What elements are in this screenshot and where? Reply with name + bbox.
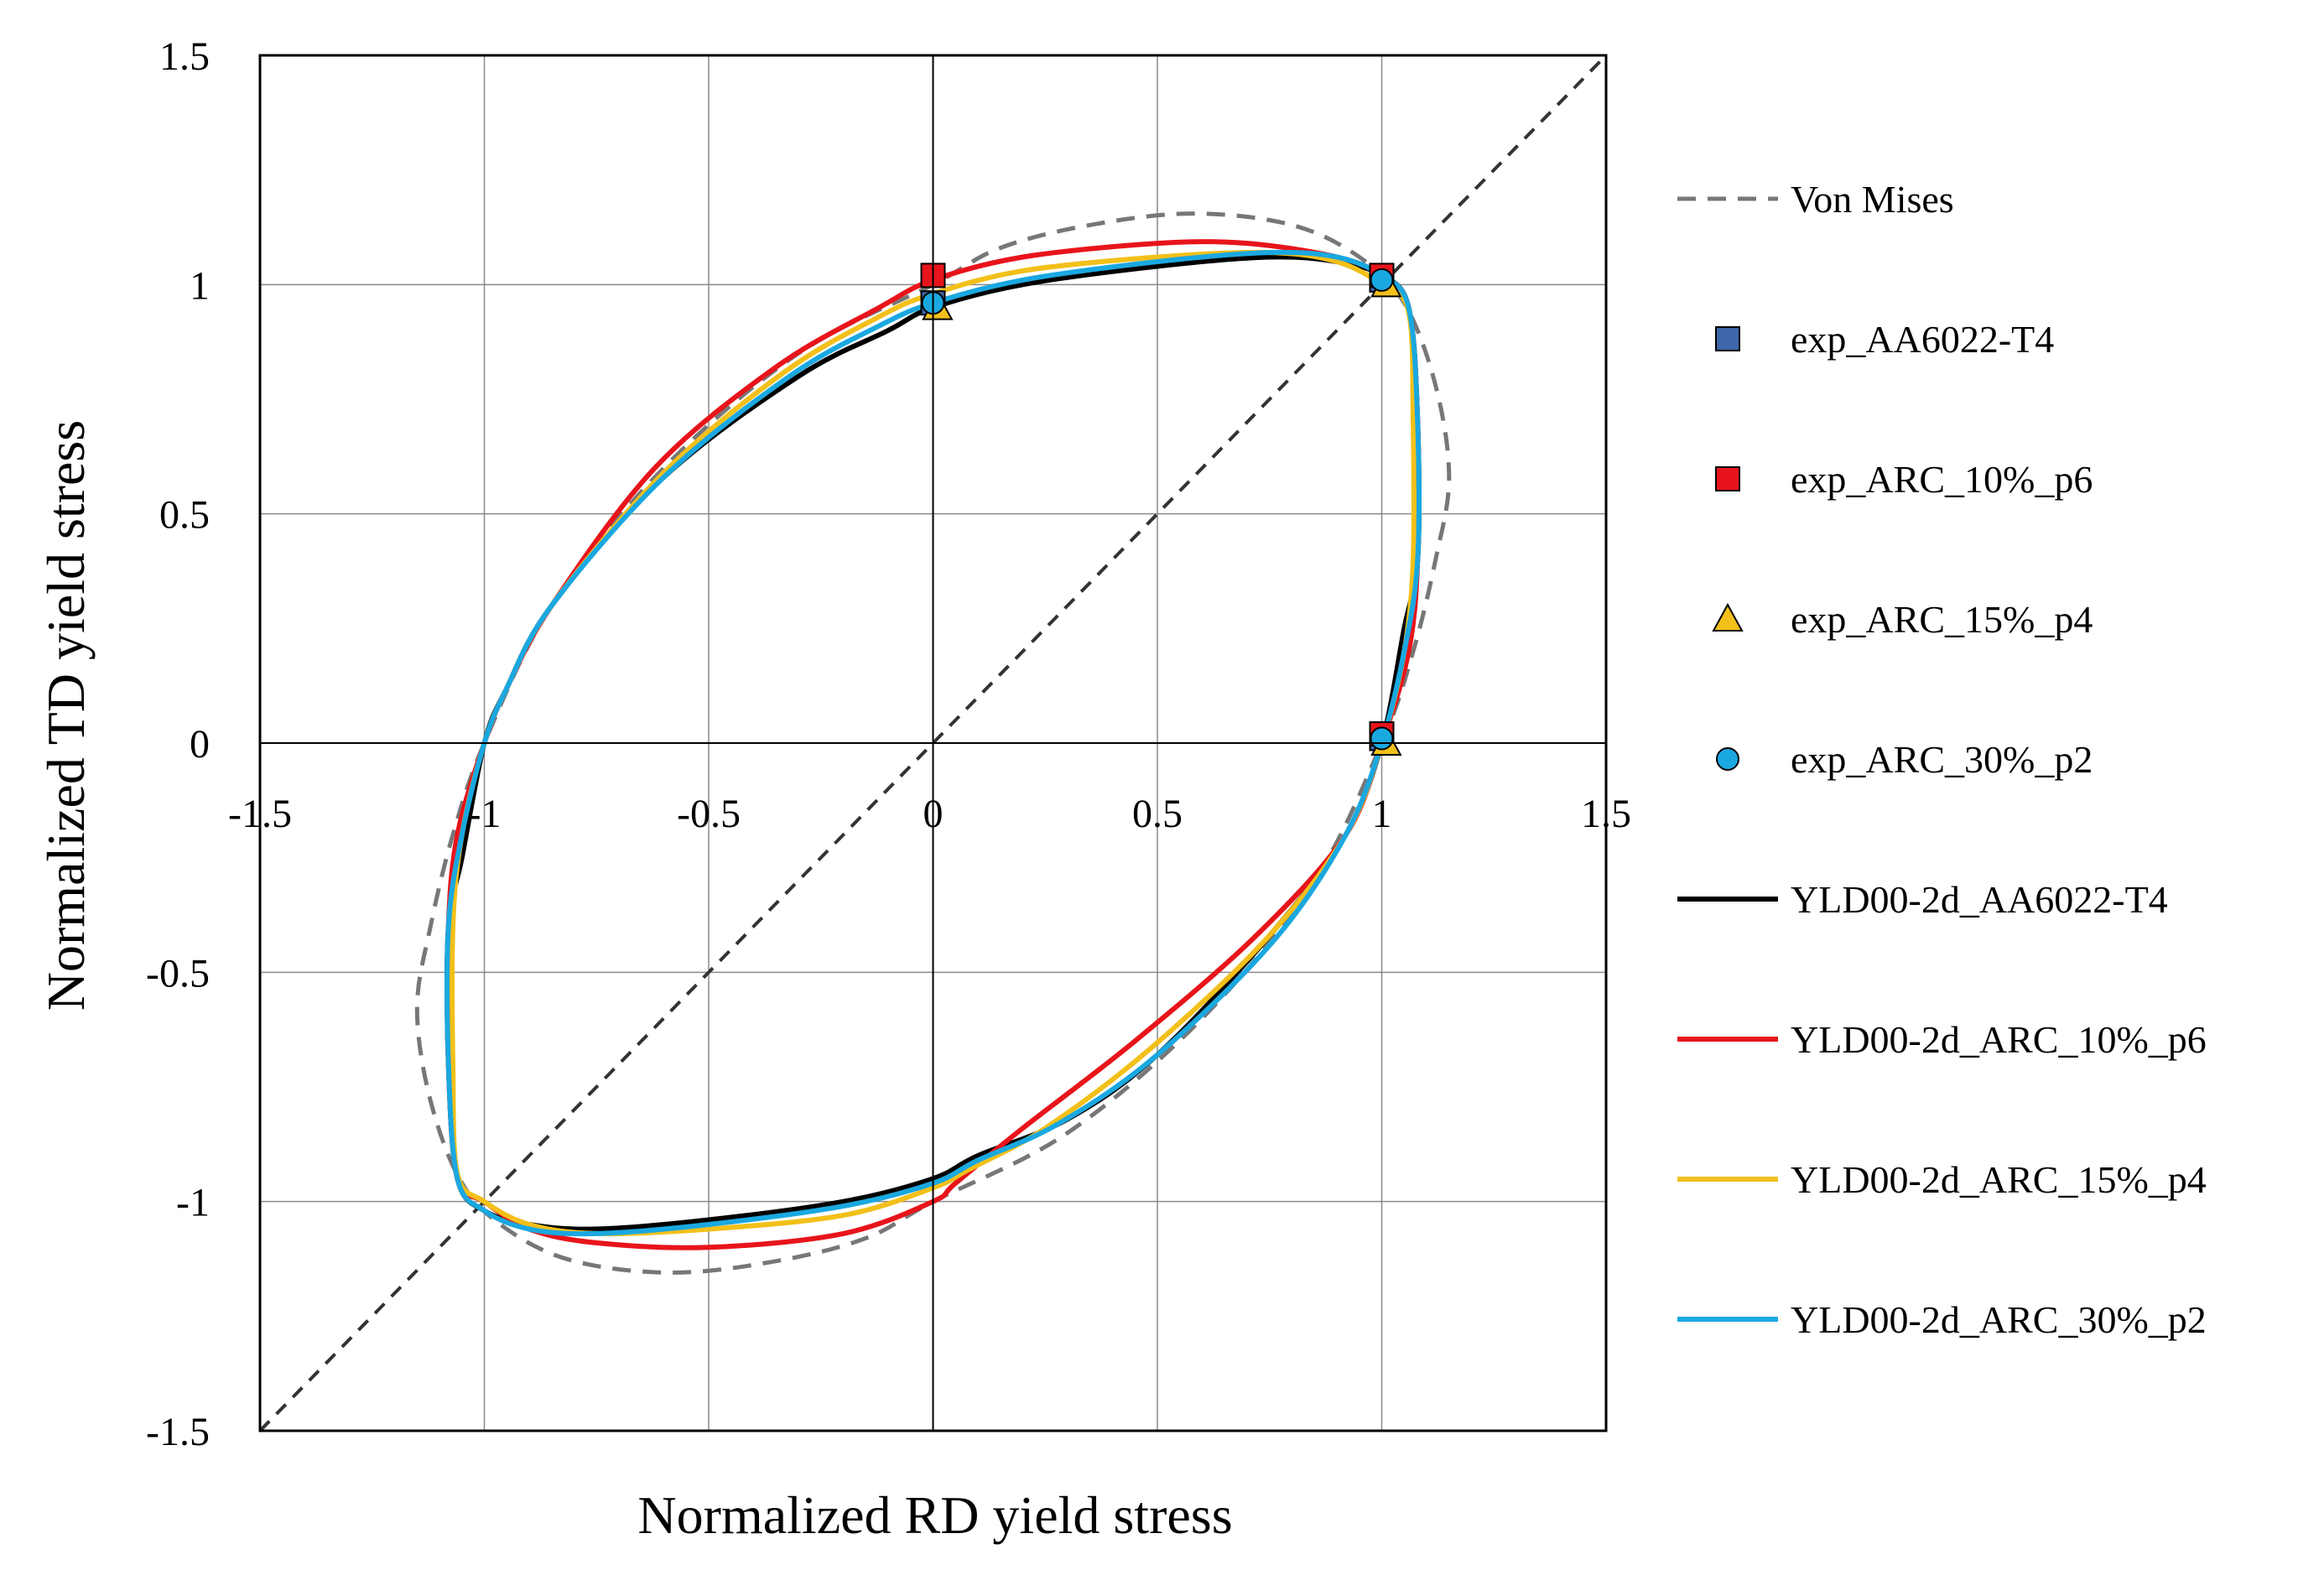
legend-label-YLD00-2d_ARC_15%_p4: YLD00-2d_ARC_15%_p4 — [1791, 1158, 2207, 1201]
legend-label-YLD00-2d_ARC_10%_p6: YLD00-2d_ARC_10%_p6 — [1791, 1018, 2207, 1061]
x-tick-label: -1.5 — [228, 792, 292, 836]
legend-swatch-exp_ARC_30%_p2 — [1716, 747, 1739, 771]
x-tick-label: 0.5 — [1132, 792, 1183, 836]
y-tick-label: -1.5 — [146, 1410, 210, 1454]
legend-label-YLD00-2d_ARC_30%_p2: YLD00-2d_ARC_30%_p2 — [1791, 1298, 2207, 1341]
legend-label-Von Mises: Von Mises — [1791, 178, 1954, 221]
legend-label-exp_AA6022-T4: exp_AA6022-T4 — [1791, 318, 2054, 361]
tick-labels: -1.5 -1 -0.5 0 0.5 1 1.5 -1.5 -1 -0.5 0 0.5 1 1.5 — [146, 34, 1631, 1454]
data-point-exp_ARC_30%_p2 — [1370, 726, 1394, 751]
y-tick-label: -0.5 — [146, 951, 210, 996]
y-tick-label: 1 — [190, 263, 210, 308]
axes — [258, 54, 1608, 1432]
y-tick-label: 1.5 — [159, 34, 210, 79]
y-tick-label: -1 — [176, 1181, 210, 1225]
y-axis-title: Normalized TD yield stress — [36, 420, 96, 1011]
legend-label-exp_ARC_10%_p6: exp_ARC_10%_p6 — [1791, 458, 2093, 501]
x-axis-title: Normalized RD yield stress — [637, 1485, 1232, 1545]
x-tick-label: 1.5 — [1581, 792, 1631, 836]
x-tick-label: 0 — [923, 792, 944, 836]
plot-frame — [258, 54, 1608, 1432]
y-tick-label: 0 — [190, 722, 210, 767]
legend-swatch-exp_ARC_15%_p4 — [1712, 602, 1744, 632]
legend-swatch-exp_ARC_10%_p6 — [1715, 466, 1740, 491]
legend: Von Mises exp_AA6022-T4 exp_ARC_10%_p6 exp_… — [1677, 178, 2207, 1341]
x-tick-label: -1 — [468, 792, 502, 836]
legend-label-YLD00-2d_AA6022-T4: YLD00-2d_AA6022-T4 — [1791, 878, 2168, 921]
legend-label-exp_ARC_30%_p2: exp_ARC_30%_p2 — [1791, 738, 2093, 781]
legend-label-exp_ARC_15%_p4: exp_ARC_15%_p4 — [1791, 598, 2093, 641]
legend-swatch-exp_AA6022-T4 — [1715, 326, 1740, 351]
x-tick-label: -0.5 — [677, 792, 741, 836]
data-point-exp_ARC_30%_p2 — [1370, 268, 1394, 292]
x-tick-label: 1 — [1372, 792, 1392, 836]
y-tick-label: 0.5 — [159, 493, 210, 538]
